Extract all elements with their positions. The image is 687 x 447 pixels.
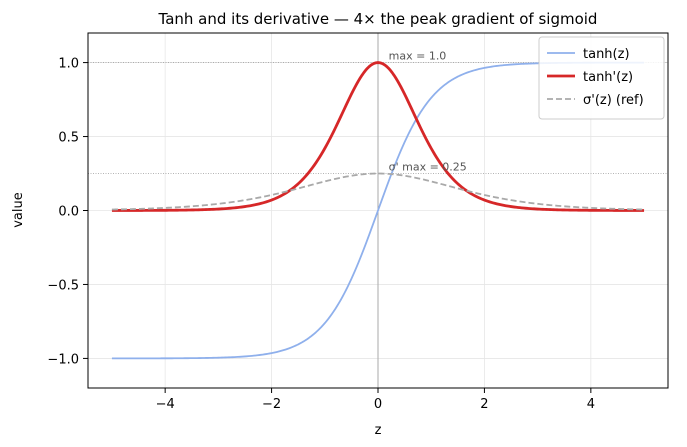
- series-line--z-ref-: [111, 172, 645, 211]
- chart-title: Tanh and its derivative — 4× the peak gr…: [158, 10, 598, 28]
- annotations: max = 1.0 σ' max = 0.25: [389, 50, 467, 174]
- x-tick-label: −4: [156, 397, 175, 412]
- legend-label: tanh'(z): [583, 70, 633, 85]
- x-tick-label: 0: [374, 397, 382, 412]
- series-line-tanh-z-: [111, 61, 645, 212]
- x-tick-label: 4: [587, 397, 595, 412]
- y-tick-label: 1.0: [58, 57, 79, 72]
- y-tick-label: 0.0: [58, 205, 79, 220]
- x-tick-label: −2: [262, 397, 281, 412]
- legend: tanh(z) tanh'(z) σ'(z) (ref): [538, 36, 665, 120]
- legend-label: tanh(z): [583, 47, 630, 62]
- y-axis-label: value: [11, 192, 26, 228]
- annotation-label: σ' max = 0.25: [389, 161, 467, 174]
- annotation-label: max = 1.0: [389, 50, 447, 63]
- y-tick-label: −1.0: [47, 352, 79, 367]
- y-tick-label: −0.5: [47, 278, 79, 293]
- legend-label: σ'(z) (ref): [583, 93, 644, 108]
- x-tick-label: 2: [480, 397, 488, 412]
- y-tick-label: 0.5: [58, 131, 79, 146]
- axis-ticks: −4 −2 0 2 4 −1.0 −0.5 0.0 0.5 1.0: [47, 57, 595, 412]
- x-axis-label: z: [375, 423, 382, 438]
